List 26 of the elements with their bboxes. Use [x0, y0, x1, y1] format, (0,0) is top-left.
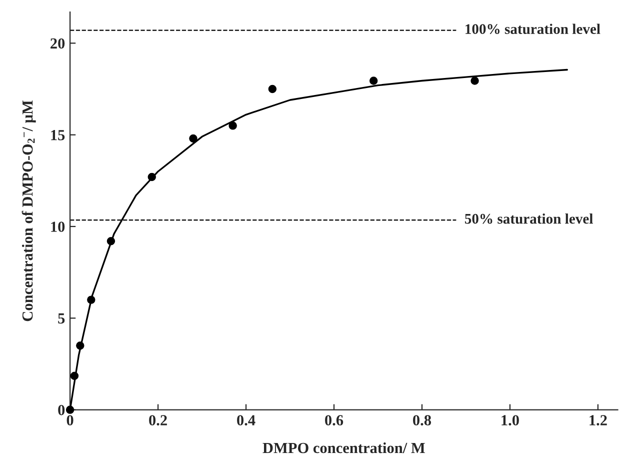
x-tick-label: 0.4 [237, 415, 256, 426]
x-tick-label: 0.8 [413, 415, 432, 426]
x-tick-label: 0 [66, 415, 74, 426]
y-axis-title: Concentration of DMPO-O$_{2}$$^{−}$/ μM [22, 100, 36, 322]
ref-line-label: 50% saturation level [464, 213, 593, 224]
point [268, 84, 277, 94]
point [76, 342, 84, 350]
point [189, 134, 198, 143]
x-tick-label: 1.0 [502, 415, 519, 426]
x-tick-label: 1.2 [590, 415, 607, 426]
point [87, 296, 96, 304]
x-tick-label: 0.6 [325, 415, 344, 426]
point [70, 372, 79, 380]
point [228, 122, 237, 130]
y-tick-label: 0 [58, 404, 65, 416]
y-tick-label: 5 [58, 313, 65, 324]
point [106, 237, 116, 246]
point [470, 76, 479, 85]
x-axis-title: DMPO concentration/ M [262, 442, 425, 454]
point [369, 76, 378, 85]
point [148, 172, 156, 182]
x-tick-label: 0.2 [149, 415, 167, 426]
y-tick-label: 20 [50, 38, 65, 49]
ref-line-label: 100% saturation level [466, 24, 600, 34]
y-tick-label: 10 [51, 222, 65, 232]
y-tick-label: 15 [51, 130, 65, 140]
